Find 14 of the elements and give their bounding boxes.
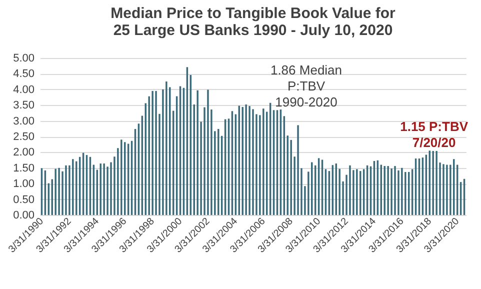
annotation: 1.86 Median P:TBV 1990-2020: [270, 62, 342, 110]
chart-title: Median Price to Tangible Book Value for 25 Large US Banks 1990 - July 10, 2020: [110, 5, 396, 39]
y-tick-label: 0.50: [13, 194, 34, 206]
y-tick-label: 1.50: [13, 162, 34, 174]
y-tick-label: 2.00: [13, 146, 34, 159]
y-tick-label: 0.00: [13, 210, 34, 222]
y-tick-label: 2.50: [13, 131, 34, 143]
y-tick-label: 3.00: [13, 115, 34, 128]
y-tick-label: 4.00: [13, 84, 34, 96]
y-tick-label: 4.50: [13, 68, 34, 80]
annotation: 1.15 P:TBV 7/20/20: [400, 118, 468, 150]
y-tick-label: 3.50: [13, 100, 34, 112]
y-tick-label: 1.00: [13, 178, 34, 190]
y-tick-label: 5.00: [13, 52, 34, 64]
